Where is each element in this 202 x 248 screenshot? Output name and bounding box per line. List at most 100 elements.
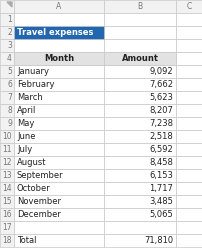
Bar	[103, 182, 175, 195]
Text: May: May	[17, 119, 34, 128]
Bar	[14, 39, 103, 52]
Text: 9,092: 9,092	[149, 67, 172, 76]
Bar	[175, 234, 202, 247]
Text: October: October	[17, 184, 50, 193]
Bar	[0, 130, 14, 143]
Text: 8: 8	[7, 106, 12, 115]
Bar	[175, 0, 202, 13]
Bar	[14, 169, 103, 182]
Bar	[0, 26, 14, 39]
Bar	[175, 13, 202, 26]
Bar	[103, 195, 175, 208]
Text: 14: 14	[2, 184, 12, 193]
Bar	[103, 0, 175, 13]
Bar	[14, 13, 103, 26]
Bar	[103, 91, 175, 104]
Bar	[175, 143, 202, 156]
Bar	[14, 208, 103, 221]
Bar	[14, 156, 103, 169]
Text: 7: 7	[7, 93, 12, 102]
Text: December: December	[17, 210, 61, 219]
Bar	[103, 143, 175, 156]
Bar	[14, 26, 103, 39]
Bar	[103, 104, 175, 117]
Text: 5,065: 5,065	[148, 210, 172, 219]
Bar	[175, 221, 202, 234]
Bar	[175, 78, 202, 91]
Bar	[103, 26, 175, 39]
Text: 8,207: 8,207	[148, 106, 172, 115]
Bar	[175, 52, 202, 65]
Text: 18: 18	[2, 236, 12, 245]
Bar	[0, 208, 14, 221]
Bar	[175, 65, 202, 78]
Bar	[0, 104, 14, 117]
Bar	[175, 169, 202, 182]
Bar	[103, 39, 175, 52]
Text: C: C	[186, 2, 191, 11]
Bar	[0, 143, 14, 156]
Text: July: July	[17, 145, 32, 154]
Bar	[175, 39, 202, 52]
Bar	[0, 91, 14, 104]
Text: 71,810: 71,810	[143, 236, 172, 245]
Bar	[103, 117, 175, 130]
Text: 3: 3	[7, 41, 12, 50]
Bar	[103, 234, 175, 247]
Bar	[0, 65, 14, 78]
Bar	[14, 143, 103, 156]
Text: June: June	[17, 132, 35, 141]
Text: 13: 13	[2, 171, 12, 180]
Bar	[14, 0, 103, 13]
Bar	[14, 52, 103, 65]
Bar	[14, 130, 103, 143]
Bar	[103, 169, 175, 182]
Bar	[0, 0, 14, 13]
Bar	[0, 13, 14, 26]
Text: 8,458: 8,458	[148, 158, 172, 167]
Bar	[175, 182, 202, 195]
Bar	[103, 52, 175, 65]
Bar	[175, 26, 202, 39]
Bar	[175, 208, 202, 221]
Bar	[0, 156, 14, 169]
Bar	[14, 221, 103, 234]
Bar	[103, 156, 175, 169]
Text: April: April	[17, 106, 36, 115]
Text: 4: 4	[7, 54, 12, 63]
Text: November: November	[17, 197, 61, 206]
Text: Total: Total	[17, 236, 36, 245]
Text: 2,518: 2,518	[148, 132, 172, 141]
Bar	[0, 117, 14, 130]
Bar	[14, 104, 103, 117]
Text: Month: Month	[44, 54, 74, 63]
Text: August: August	[17, 158, 46, 167]
Bar	[0, 78, 14, 91]
Bar	[0, 182, 14, 195]
Bar	[0, 234, 14, 247]
Text: 6: 6	[7, 80, 12, 89]
Text: 10: 10	[2, 132, 12, 141]
Text: 1,717: 1,717	[148, 184, 172, 193]
Text: 15: 15	[2, 197, 12, 206]
Text: B: B	[137, 2, 142, 11]
Bar	[14, 26, 103, 39]
Text: 9: 9	[7, 119, 12, 128]
Polygon shape	[7, 2, 12, 7]
Text: 12: 12	[2, 158, 12, 167]
Text: 11: 11	[2, 145, 12, 154]
Text: September: September	[17, 171, 63, 180]
Text: March: March	[17, 93, 43, 102]
Bar	[175, 117, 202, 130]
Text: 16: 16	[2, 210, 12, 219]
Bar	[103, 78, 175, 91]
Text: 7,662: 7,662	[148, 80, 172, 89]
Bar	[175, 195, 202, 208]
Bar	[0, 169, 14, 182]
Bar	[103, 208, 175, 221]
Text: 7,238: 7,238	[148, 119, 172, 128]
Bar	[14, 91, 103, 104]
Bar	[14, 65, 103, 78]
Bar	[103, 52, 175, 65]
Text: 1: 1	[7, 15, 12, 24]
